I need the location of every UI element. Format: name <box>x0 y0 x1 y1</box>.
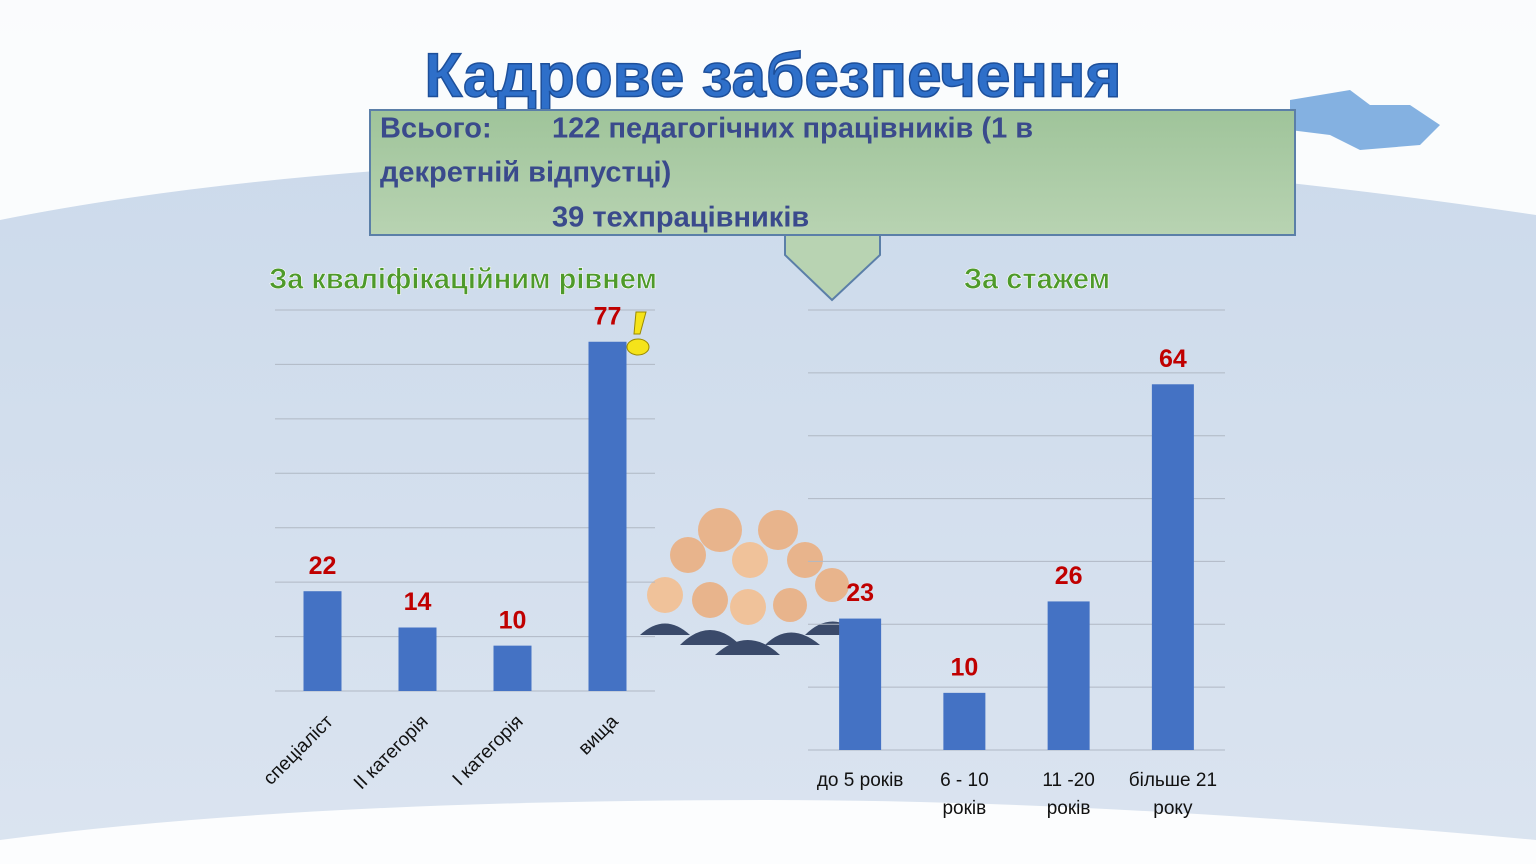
bar <box>493 645 532 691</box>
exclamation-icon <box>626 311 650 356</box>
chart-title: За стажем <box>964 264 1110 296</box>
data-label: 64 <box>1159 345 1187 373</box>
summary-line: декретній відпустці) <box>380 157 671 189</box>
bar <box>943 692 986 750</box>
x-tick-label: більше 21 року <box>1128 770 1218 819</box>
slide-title: Кадрове забезпечення <box>424 41 1121 110</box>
summary-line: 122 педагогічних працівників (1 в <box>552 113 1033 145</box>
data-label: 23 <box>846 579 874 607</box>
arrow-down <box>784 234 881 302</box>
x-tick-label: до 5 років <box>816 770 904 791</box>
summary-line: 39 техпрацівників <box>552 202 809 234</box>
data-label: 26 <box>1055 562 1083 590</box>
chart-title: За кваліфікаційним рівнем <box>269 264 657 296</box>
bottom-curve <box>0 800 1536 864</box>
summary-label: Всього: <box>380 113 492 145</box>
bar <box>588 341 627 691</box>
data-label: 10 <box>499 606 527 634</box>
data-label: 14 <box>404 588 432 616</box>
data-label: 10 <box>950 653 978 681</box>
bar <box>398 627 437 691</box>
bar <box>303 591 342 691</box>
data-label: 22 <box>309 552 337 580</box>
bar <box>839 618 882 750</box>
data-label: 77 <box>594 302 622 330</box>
puzzle-icon <box>1290 90 1440 150</box>
people-illustration <box>640 508 862 655</box>
summary-box <box>369 109 1296 236</box>
x-tick-label: 6 - 10 років <box>940 770 989 819</box>
bar <box>1047 601 1090 750</box>
x-tick-label: 11 -20 років <box>1042 770 1095 819</box>
bar <box>1151 384 1194 750</box>
